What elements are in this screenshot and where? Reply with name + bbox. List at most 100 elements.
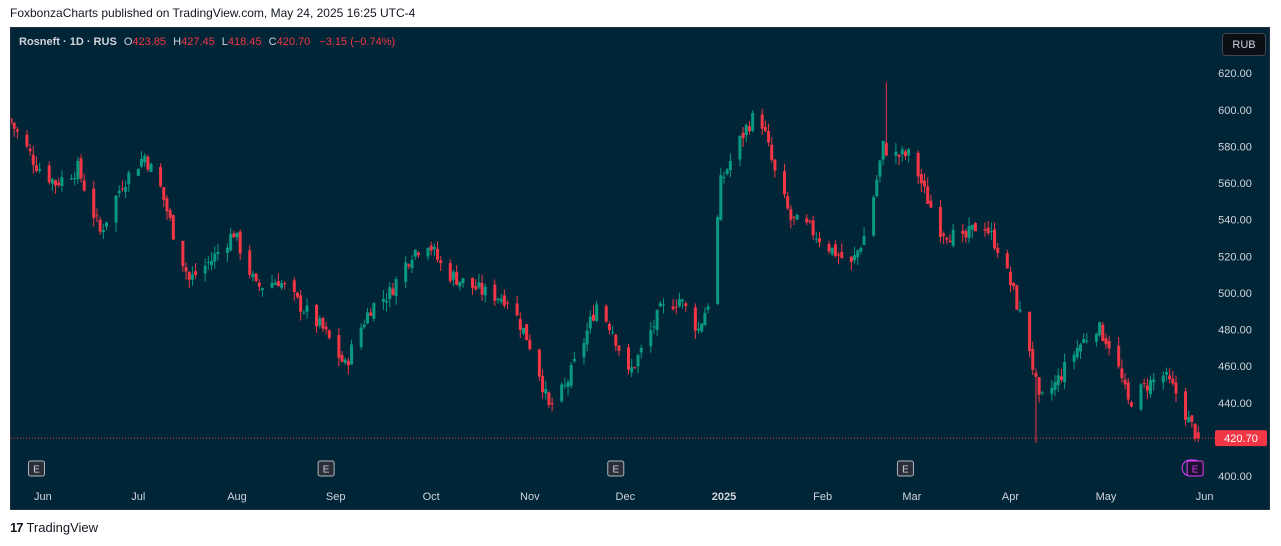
candle-body: [407, 264, 411, 267]
candle-body: [1075, 347, 1079, 358]
candle-body: [585, 330, 589, 345]
candle-body: [1037, 377, 1041, 395]
candle-body: [385, 300, 389, 303]
candle-body: [703, 312, 707, 326]
candle-body: [506, 302, 510, 304]
candle-body: [394, 279, 398, 297]
candle-body: [763, 126, 767, 131]
candlestick-chart[interactable]: 620.00 600.00 580.00 560.00 540.00 520.00 500.…: [11, 28, 1269, 509]
candle-body: [146, 156, 150, 170]
earnings-marker: [607, 460, 625, 477]
candle-body: [1193, 423, 1197, 439]
close-label: C: [268, 36, 277, 48]
candle-body: [273, 282, 277, 285]
x-tick-label: Sep: [326, 491, 346, 503]
candle-body: [617, 345, 621, 351]
candle-body: [28, 148, 32, 152]
candle-body: [697, 328, 701, 331]
candle-body: [639, 347, 643, 353]
candle-body: [477, 282, 481, 288]
candle-body: [630, 367, 634, 373]
candle-body: [961, 230, 965, 234]
candle-body: [117, 190, 121, 194]
candle-body: [369, 312, 373, 316]
candle-body: [12, 122, 16, 129]
candle-body: [257, 282, 261, 287]
candle-body: [808, 220, 812, 222]
candle-body: [1056, 375, 1060, 386]
candle-body: [872, 197, 876, 236]
y-tick-label: 520.00: [1218, 251, 1252, 263]
x-tick-label: May: [1096, 491, 1117, 503]
candle-body: [875, 179, 879, 197]
currency-button[interactable]: RUB: [1222, 33, 1266, 56]
candle-body: [149, 163, 153, 172]
candle-body: [346, 360, 350, 366]
candle-body: [967, 226, 971, 238]
candle-body: [1059, 376, 1063, 380]
candle-body: [1139, 384, 1143, 410]
candle-body: [448, 263, 452, 282]
candle-body: [1072, 354, 1076, 362]
candle-body: [140, 158, 144, 167]
symbol-name[interactable]: Rosneft · 1D · RUS: [19, 36, 117, 48]
candle-body: [706, 306, 710, 310]
candle-body: [1164, 371, 1168, 375]
candle-body: [741, 132, 745, 139]
candle-body: [728, 160, 732, 171]
candle-body: [315, 304, 319, 327]
candle-body: [1028, 311, 1032, 352]
candle-body: [938, 206, 942, 237]
candle-body: [31, 154, 35, 165]
candle-body: [404, 262, 408, 282]
candle-body: [926, 186, 930, 204]
publish-header: FoxbonzaCharts published on TradingView.…: [10, 6, 416, 20]
candle-body: [283, 283, 287, 285]
y-tick-label: 620.00: [1218, 68, 1252, 80]
candle-body: [528, 339, 532, 350]
candle-body: [1012, 282, 1016, 287]
candle-body: [989, 231, 993, 233]
candle-body: [60, 177, 64, 186]
candle-body: [1031, 348, 1035, 370]
candle-body: [747, 126, 751, 132]
candle-body: [292, 280, 296, 293]
candle-body: [143, 155, 147, 163]
y-tick-label: 540.00: [1218, 215, 1252, 227]
candle-body: [1142, 383, 1146, 385]
candle-body: [1184, 391, 1188, 420]
candle-body: [429, 245, 433, 251]
candle-body: [321, 318, 325, 329]
candle-body: [595, 304, 599, 321]
candle-body: [1078, 344, 1082, 352]
candle-body: [541, 376, 545, 393]
candle-body: [499, 298, 503, 302]
candle-body: [550, 402, 554, 405]
candle-body: [413, 249, 417, 257]
x-tick-label: Mar: [902, 491, 921, 503]
candle-body: [973, 223, 977, 232]
candle-body: [837, 254, 841, 256]
open-label: O: [123, 36, 133, 48]
candle-body: [674, 306, 678, 308]
change-value: −3.15 (−0.74%): [319, 36, 396, 48]
candle-body: [662, 304, 666, 306]
candle-body: [184, 267, 188, 272]
candle-body: [582, 343, 586, 358]
candle-body: [814, 238, 818, 240]
earnings-marker: [896, 460, 914, 477]
candle-body: [1161, 375, 1165, 383]
candle-body: [607, 323, 611, 331]
candle-body: [124, 186, 128, 192]
earnings-marker-label: E: [612, 465, 619, 476]
earnings-marker-label: E: [323, 465, 330, 476]
candle-body: [461, 278, 465, 284]
candle-body: [693, 307, 697, 331]
candle-body: [652, 326, 656, 328]
candle-body: [518, 318, 522, 331]
candle-body: [1104, 338, 1108, 345]
candle-body: [203, 265, 207, 274]
chart-panel[interactable]: 620.00 600.00 580.00 560.00 540.00 520.00 500.…: [10, 27, 1270, 510]
earnings-marker-label: E: [902, 465, 909, 476]
candle-body: [340, 355, 344, 362]
